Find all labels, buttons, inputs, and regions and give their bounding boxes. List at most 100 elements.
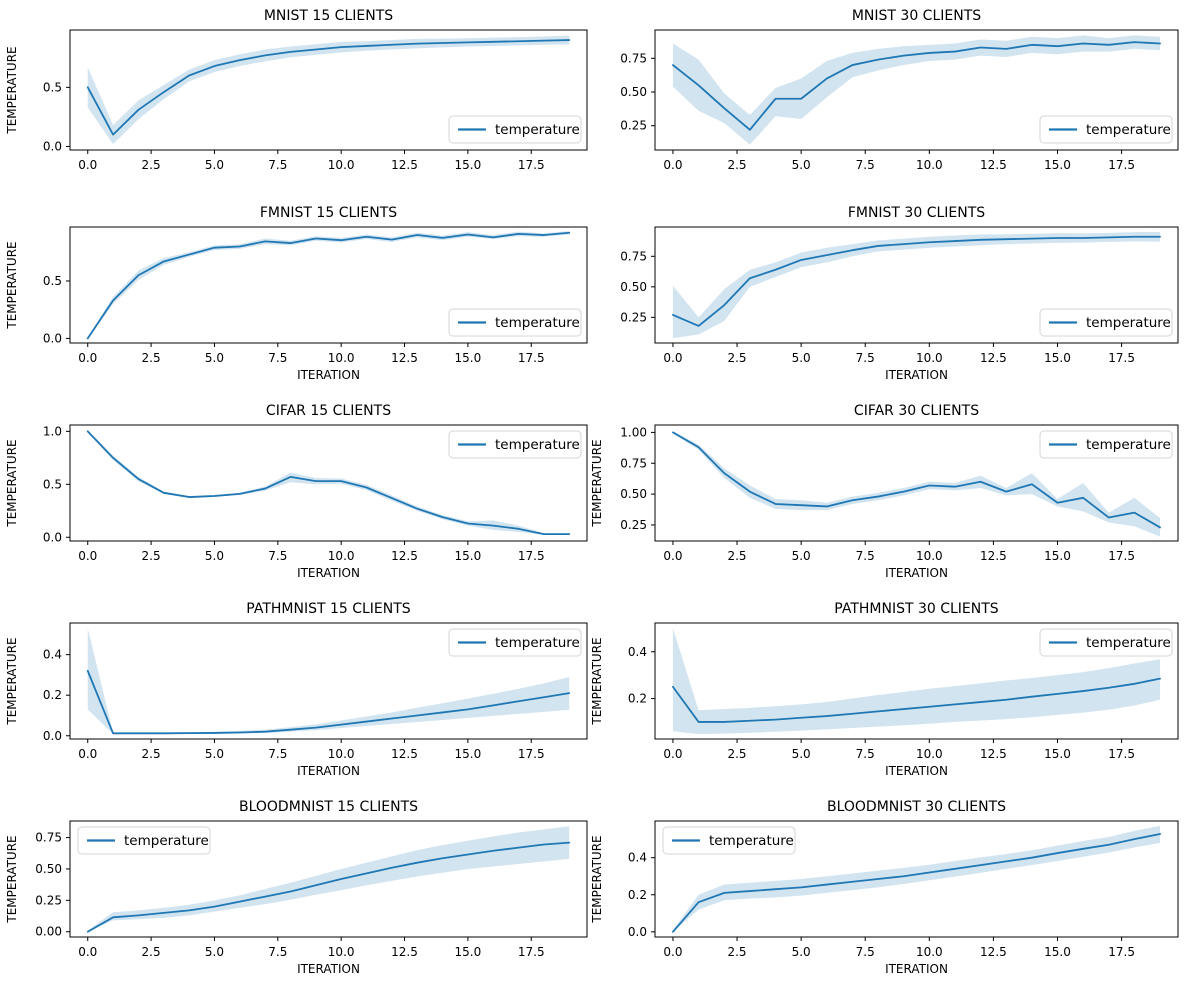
confidence-band [672, 231, 1161, 339]
y-tick-label: 0.25 [620, 518, 647, 532]
subplot-pathmnist-30-clients: 0.0 2.5 5.0 7.5 10.0 12.5 15.0 17.5 0.2 0.4 PATHMN… [590, 601, 1179, 778]
x-tick-label: 17.5 [1108, 351, 1135, 365]
y-axis-label: TEMPERATURE [590, 835, 604, 923]
y-tick-label: 0.5 [43, 80, 62, 94]
y-axis-label: TEMPERATURE [5, 439, 19, 527]
x-tick-label: 15.0 [455, 549, 482, 563]
x-tick-label: 2.5 [727, 747, 746, 761]
legend-box [448, 628, 582, 657]
x-tick-label: 0.0 [78, 158, 97, 172]
x-tick-label: 0.0 [663, 945, 682, 959]
axes-frame [654, 226, 1179, 344]
subplot-title: BLOODMNIST 15 CLIENTS [239, 799, 418, 815]
legend-label: temperature [1086, 635, 1171, 651]
y-tick-label: 0.0 [43, 530, 62, 544]
x-tick-label: 15.0 [1044, 945, 1071, 959]
subplot-fmnist-30-clients: 0.0 2.5 5.0 7.5 10.0 12.5 15.0 17.5 0.25 0.50 0.75… [620, 205, 1179, 382]
x-tick-label: 17.5 [518, 549, 545, 563]
y-tick-label: 0.50 [35, 862, 62, 876]
axes-frame [654, 424, 1179, 542]
x-tick-label: 7.5 [856, 549, 875, 563]
x-tick-label: 10.0 [328, 158, 355, 172]
y-tick-label: 0.75 [620, 249, 647, 263]
x-tick-label: 2.5 [142, 351, 161, 365]
legend-label: temperature [124, 833, 209, 849]
axes-frame [654, 622, 1179, 740]
x-tick-label: 2.5 [727, 158, 746, 172]
x-tick-label: 0.0 [78, 747, 97, 761]
x-tick-label: 2.5 [727, 549, 746, 563]
x-axis-label: ITERATION [297, 764, 360, 778]
temperature-line [86, 669, 571, 735]
legend: temperature [1039, 430, 1173, 459]
legend-box [1039, 115, 1173, 144]
x-tick-label: 7.5 [856, 747, 875, 761]
confidence-band [672, 825, 1161, 932]
x-axis-label: ITERATION [297, 368, 360, 382]
x-tick-label: 7.5 [268, 945, 287, 959]
y-tick-label: 0.0 [43, 331, 62, 345]
x-axis-label: ITERATION [885, 368, 948, 382]
x-tick-label: 12.5 [391, 747, 418, 761]
x-tick-label: 10.0 [328, 747, 355, 761]
legend: temperature [662, 826, 796, 855]
subplot-fmnist-15-clients: 0.0 2.5 5.0 7.5 10.0 12.5 15.0 17.5 0.0 0.5 FMNIST… [5, 205, 588, 382]
x-tick-label: 10.0 [328, 351, 355, 365]
y-tick-label: 0.00 [35, 925, 62, 939]
confidence-band [87, 35, 570, 145]
legend-label: temperature [1086, 315, 1171, 331]
x-tick-label: 10.0 [328, 549, 355, 563]
x-tick-label: 2.5 [142, 158, 161, 172]
x-tick-label: 5.0 [205, 158, 224, 172]
subplot-title: PATHMNIST 15 CLIENTS [246, 601, 411, 617]
y-tick-label: 0.0 [628, 925, 647, 939]
x-tick-label: 2.5 [142, 747, 161, 761]
legend-box [1039, 430, 1173, 459]
x-tick-label: 5.0 [792, 945, 811, 959]
legend-box [1039, 308, 1173, 337]
legend-box [448, 430, 582, 459]
x-tick-label: 17.5 [518, 351, 545, 365]
legend-box [448, 308, 582, 337]
x-tick-label: 17.5 [518, 158, 545, 172]
legend-label: temperature [709, 833, 794, 849]
subplot-title: CIFAR 15 CLIENTS [266, 403, 391, 419]
legend-box [77, 826, 211, 855]
x-tick-label: 17.5 [1108, 158, 1135, 172]
x-tick-label: 0.0 [78, 945, 97, 959]
y-tick-label: 0.5 [43, 274, 62, 288]
x-tick-label: 10.0 [916, 158, 943, 172]
subplot-bloodmnist-30-clients: 0.0 2.5 5.0 7.5 10.0 12.5 15.0 17.5 0.0 0.2 0.4 BLO… [590, 799, 1179, 976]
y-axis-label: TEMPERATURE [5, 46, 19, 134]
x-tick-label: 5.0 [205, 747, 224, 761]
x-tick-label: 0.0 [663, 351, 682, 365]
x-tick-label: 2.5 [727, 945, 746, 959]
subplot-pathmnist-15-clients: 0.0 2.5 5.0 7.5 10.0 12.5 15.0 17.5 0.0 0.2 0.4 PAT… [5, 601, 588, 778]
x-tick-label: 12.5 [980, 351, 1007, 365]
x-tick-label: 7.5 [856, 945, 875, 959]
y-tick-label: 0.75 [620, 456, 647, 470]
x-tick-label: 0.0 [663, 158, 682, 172]
x-axis-label: ITERATION [885, 962, 948, 976]
y-tick-label: 0.0 [43, 139, 62, 153]
x-tick-label: 17.5 [1108, 945, 1135, 959]
x-tick-label: 7.5 [856, 158, 875, 172]
legend-label: temperature [495, 315, 580, 331]
axes-frame [69, 29, 588, 151]
confidence-band [87, 430, 570, 535]
legend-label: temperature [495, 635, 580, 651]
legend: temperature [448, 308, 582, 337]
x-tick-label: 5.0 [792, 351, 811, 365]
x-tick-label: 17.5 [518, 945, 545, 959]
y-tick-label: 0.50 [620, 280, 647, 294]
x-tick-label: 15.0 [455, 945, 482, 959]
x-tick-label: 12.5 [391, 158, 418, 172]
x-tick-label: 17.5 [1108, 747, 1135, 761]
x-tick-label: 7.5 [268, 351, 287, 365]
x-tick-label: 10.0 [916, 747, 943, 761]
subplot-cifar-30-clients: 0.0 2.5 5.0 7.5 10.0 12.5 15.0 17.5 0.25 0.50 0.75… [590, 403, 1179, 580]
y-axis-label: TEMPERATURE [590, 439, 604, 527]
x-tick-label: 7.5 [856, 351, 875, 365]
legend-box [448, 115, 582, 144]
subplot-title: FMNIST 15 CLIENTS [260, 205, 397, 221]
